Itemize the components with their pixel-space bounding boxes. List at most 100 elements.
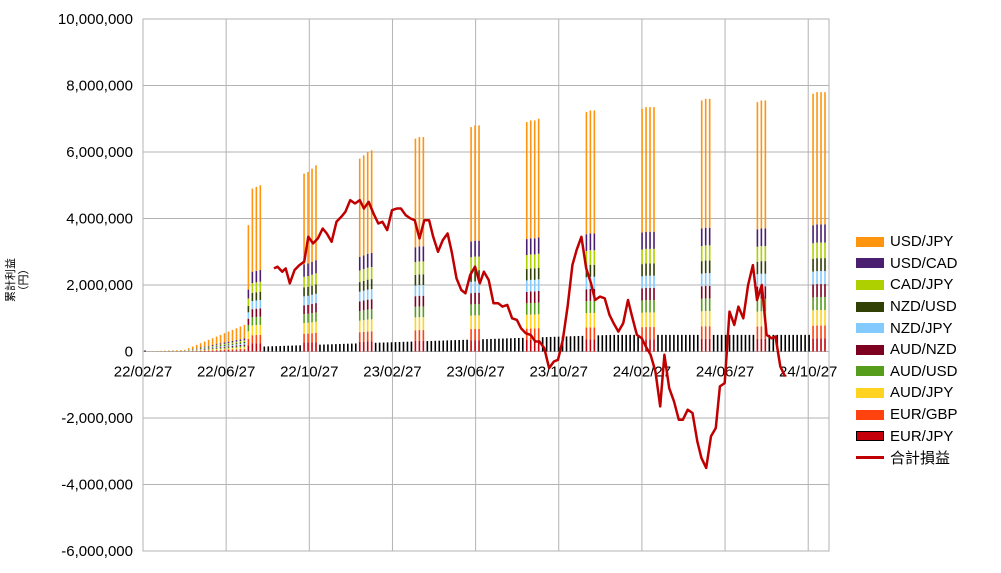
bar-segment [557, 336, 560, 352]
bar-segment [231, 348, 234, 350]
bar-segment [812, 93, 814, 226]
bar-segment [239, 326, 242, 340]
bar-segment [780, 334, 783, 352]
bar-segment [354, 343, 357, 352]
bar-segment [219, 343, 222, 345]
bar-segment [593, 300, 596, 313]
bar-segment [573, 336, 576, 352]
bar-segment [311, 294, 313, 304]
bar-segment [303, 264, 305, 277]
bar-segment [486, 339, 488, 352]
bar-segment [645, 327, 647, 340]
bar-segment [239, 347, 242, 350]
legend: USD/JPY USD/CAD CAD/JPY NZD/USD NZD/JPY AUD/N… [856, 231, 958, 469]
bar-segment [653, 300, 655, 313]
bar-segment [812, 243, 814, 259]
bar-segment [362, 255, 365, 270]
bar-segment [820, 242, 822, 259]
bar-segment [386, 342, 389, 352]
bar-segment [764, 246, 767, 262]
legend-swatch [856, 279, 884, 290]
y-axis-label: 累計利益（円） [3, 258, 30, 302]
bar-segment [247, 289, 250, 299]
bar-segment [525, 314, 528, 329]
legend-swatch [856, 366, 884, 377]
bar-segment [299, 345, 301, 352]
bar-segment [768, 334, 771, 352]
bar-segment [243, 338, 246, 341]
bar-segment [537, 267, 540, 280]
bar-segment [370, 252, 373, 268]
bar-segment [243, 324, 246, 339]
bar-segment [649, 312, 651, 328]
bar-segment [247, 306, 250, 313]
bar-segment [303, 287, 305, 297]
bar-segment [700, 326, 703, 339]
bar-segment [168, 350, 170, 352]
bar-segment [255, 300, 258, 309]
bar-segment [366, 309, 369, 320]
legend-item: AUD/USD [856, 361, 958, 383]
bar-segment [207, 345, 210, 347]
bar-segment [207, 348, 210, 350]
bar-segment [653, 263, 655, 276]
bar-segment [362, 280, 365, 291]
bar-segment [585, 289, 588, 302]
bar-segment [251, 317, 254, 326]
bar-segment [255, 325, 258, 336]
bar-segment [708, 260, 711, 274]
bar-segment [760, 311, 763, 327]
bar-segment [219, 349, 222, 351]
bar-segment [235, 340, 238, 342]
bar-segment [235, 350, 238, 352]
bar-segment [219, 346, 222, 348]
legend-swatch [856, 409, 884, 420]
bar-segment [732, 334, 735, 352]
bar-segment [760, 100, 763, 229]
bar-segment [207, 349, 210, 350]
bar-segment [525, 239, 528, 256]
bar-segment [474, 340, 476, 352]
bar-segment [700, 261, 703, 274]
bar-segment [255, 292, 258, 301]
bar-segment [784, 334, 787, 352]
bar-segment [207, 349, 210, 351]
bar-segment [529, 314, 532, 329]
bar-segment [816, 325, 818, 339]
bar-segment [760, 338, 763, 352]
bar-segment [585, 112, 588, 235]
bar-segment [211, 347, 214, 349]
bar-segment [474, 292, 476, 305]
bar-segment [203, 341, 206, 347]
bar-segment [327, 344, 329, 352]
bar-segment [585, 277, 588, 290]
bar-segment [247, 312, 250, 319]
bar-segment [358, 320, 361, 333]
bar-segment [474, 270, 476, 282]
bar-segment [227, 344, 230, 346]
bar-segment [227, 346, 230, 348]
bar-segment [219, 344, 222, 346]
bar-segment [259, 185, 262, 271]
bar-segment [307, 263, 309, 277]
bar-segment [506, 338, 508, 352]
bar-segment [470, 241, 472, 258]
bar-segment [307, 295, 309, 305]
legend-swatch [856, 344, 884, 355]
bar-segment [824, 92, 826, 225]
bar-segment [358, 282, 361, 292]
bar-segment [303, 314, 305, 324]
bar-segment [637, 334, 639, 352]
bar-segment [215, 347, 218, 349]
y-tick-label: -6,000,000 [61, 543, 133, 560]
bar-segment [708, 285, 711, 299]
bar-segment [187, 348, 190, 350]
bar-segment [307, 286, 309, 296]
bar-segment [585, 339, 588, 352]
legend-label: NZD/JPY [890, 319, 953, 337]
bar-segment [653, 107, 655, 232]
bar-segment [223, 346, 226, 348]
bar-segment [478, 256, 480, 271]
bar-segment [458, 339, 460, 352]
bar-segment [577, 336, 580, 352]
